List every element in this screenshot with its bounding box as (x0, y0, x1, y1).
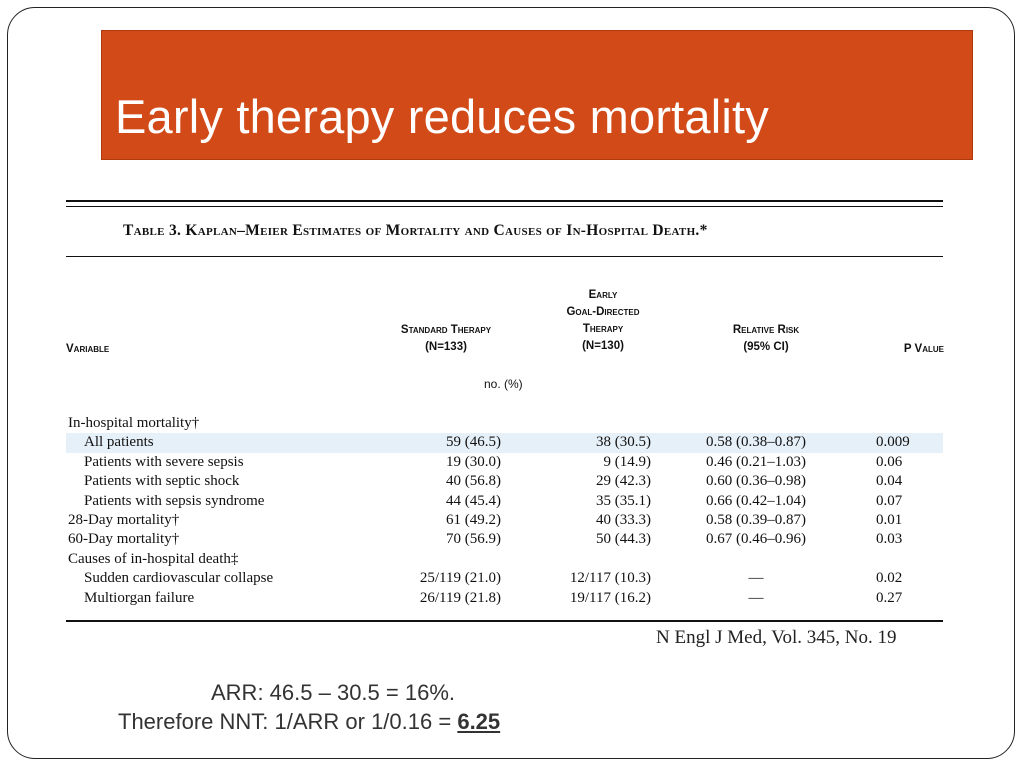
cell-standard: 59 (46.5) (446, 434, 501, 451)
title-banner: Early therapy reduces mortality (101, 30, 973, 160)
table-caption: Table 3. Kaplan–Meier Estimates of Morta… (123, 222, 708, 239)
cell-relative-risk: — (748, 570, 764, 587)
arr-calculation: ARR: 46.5 – 30.5 = 16%. (211, 680, 455, 705)
cell-variable: In-hospital mortality† (68, 415, 200, 431)
table-body: In-hospital mortality† All patients 59 (… (66, 414, 943, 608)
header-variable: Variable (66, 343, 110, 355)
slide-frame (7, 7, 1015, 759)
table-row: Multiorgan failure 26/119 (21.8) 19/117 … (66, 589, 943, 608)
cell-early: 38 (30.5) (596, 434, 651, 451)
table-row: Sudden cardiovascular collapse 25/119 (2… (66, 569, 943, 588)
cell-p-value: 0.07 (876, 492, 903, 509)
header-relative-risk: Relative Risk (95% CI) (732, 324, 800, 353)
cell-early: 40 (33.3) (596, 511, 651, 528)
cell-early: 29 (42.3) (596, 473, 651, 490)
cell-variable: 28-Day mortality† (68, 511, 180, 528)
cell-early: 9 (14.9) (603, 453, 652, 470)
header-early-therapy: Early Goal-Directed Therapy (N=130) (566, 289, 640, 352)
cell-standard: 44 (45.4) (446, 492, 501, 509)
cell-standard: 70 (56.9) (446, 531, 501, 548)
cell-relative-risk: 0.66 (0.42–1.04) (706, 492, 806, 509)
table-row: All patients 59 (46.5) 38 (30.5) 0.58 (0… (66, 433, 943, 453)
cell-early: 19/117 (16.2) (569, 589, 651, 606)
table-image: Table 3. Kaplan–Meier Estimates of Morta… (66, 200, 944, 660)
table-row: Causes of in-hospital death‡ (66, 550, 943, 569)
table-row: Patients with sepsis syndrome 44 (45.4) … (66, 492, 943, 511)
journal-citation: N Engl J Med, Vol. 345, No. 19 (656, 627, 897, 648)
units-label: no. (%) (484, 377, 523, 391)
cell-p-value: 0.02 (876, 570, 903, 587)
cell-relative-risk: 0.67 (0.46–0.96) (706, 531, 806, 548)
cell-p-value: 0.06 (876, 453, 903, 470)
cell-variable: 60-Day mortality† (68, 531, 180, 548)
table-rule-bottom (66, 620, 943, 622)
table-rule-top-thin (66, 206, 943, 207)
table-rule-header (66, 256, 943, 257)
cell-relative-risk: 0.58 (0.38–0.87) (706, 434, 806, 451)
cell-variable: Patients with septic shock (84, 473, 240, 490)
cell-relative-risk: 0.60 (0.36–0.98) (706, 473, 806, 490)
cell-relative-risk: 0.46 (0.21–1.03) (706, 453, 806, 470)
cell-p-value: 0.03 (876, 531, 903, 548)
cell-variable: Patients with severe sepsis (84, 453, 244, 470)
nnt-value: 6.25 (457, 709, 501, 734)
header-standard-therapy: Standard Therapy (N=133) (400, 324, 492, 353)
cell-p-value: 0.009 (876, 434, 910, 451)
nnt-calculation: Therefore NNT: 1/ARR or 1/0.16 = 6.25 (118, 709, 500, 735)
table-row: In-hospital mortality† (66, 414, 943, 433)
cell-standard: 25/119 (21.0) (419, 570, 501, 587)
cell-early: 50 (44.3) (596, 531, 651, 548)
table-rule-top (66, 200, 943, 202)
cell-standard: 19 (30.0) (446, 453, 501, 470)
cell-standard: 61 (49.2) (446, 511, 501, 528)
cell-early: 12/117 (10.3) (569, 570, 651, 587)
cell-relative-risk: 0.58 (0.39–0.87) (706, 511, 806, 528)
table-row: 60-Day mortality† 70 (56.9) 50 (44.3) 0.… (66, 530, 943, 549)
cell-relative-risk: — (748, 589, 764, 606)
cell-early: 35 (35.1) (596, 492, 651, 509)
cell-p-value: 0.27 (876, 589, 903, 606)
table-row: Patients with severe sepsis 19 (30.0) 9 … (66, 453, 943, 472)
cell-variable: Multiorgan failure (84, 589, 195, 606)
cell-p-value: 0.04 (876, 473, 903, 490)
cell-standard: 40 (56.8) (446, 473, 501, 490)
header-p-value: P Value (903, 343, 944, 355)
cell-standard: 26/119 (21.8) (419, 589, 501, 606)
nnt-prefix: Therefore NNT: 1/ARR or 1/0.16 = (118, 709, 458, 734)
cell-variable: Patients with sepsis syndrome (84, 492, 265, 509)
cell-variable: Causes of in-hospital death‡ (68, 550, 239, 567)
cell-variable: All patients (84, 434, 154, 451)
slide-title: Early therapy reduces mortality (115, 90, 770, 143)
table-row: Patients with septic shock 40 (56.8) 29 … (66, 472, 943, 491)
cell-variable: Sudden cardiovascular collapse (84, 570, 274, 587)
cell-p-value: 0.01 (876, 511, 903, 528)
table-row: 28-Day mortality† 61 (49.2) 40 (33.3) 0.… (66, 511, 943, 530)
